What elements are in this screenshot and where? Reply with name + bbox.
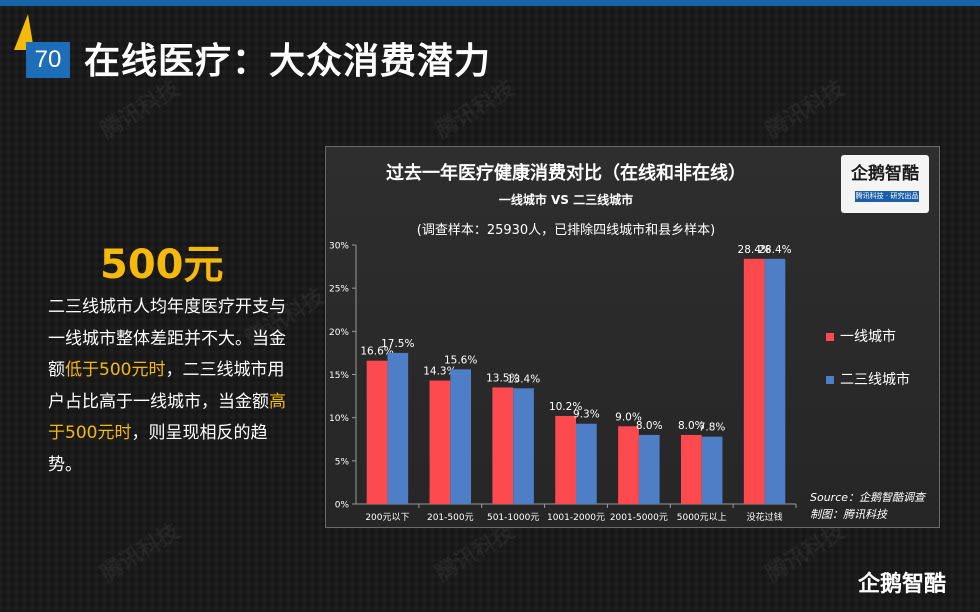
y-tick-label: 15% [329,371,349,381]
data-label: 8.0% [678,420,705,432]
x-tick-label: 5000元以上 [677,512,727,523]
bar [680,434,702,504]
data-label: 9.0% [615,411,642,423]
desc-part: ，二三线城市用户占比高于一线城市，当金额 [48,360,285,412]
bar [743,258,765,504]
data-label: 10.2% [549,401,582,413]
data-label: 15.6% [444,354,477,366]
y-tick-label: 5% [335,457,350,467]
bar [429,380,451,504]
desc-part: ，则呈现相反的趋势。 [48,423,268,475]
logo-tagline: 腾讯科技 · 研究出品 [855,191,919,202]
bar [701,436,723,504]
x-tick-label: 2001-5000元 [610,513,668,523]
data-label: 9.3% [573,409,600,421]
corner-brand-logo: 企鹅智酷 [858,572,947,597]
data-label: 13.4% [507,373,540,385]
bar [492,387,514,504]
data-label: 13.5% [486,372,519,384]
legend-item-tier1: 一线城市 [826,326,896,346]
chart-maker: 制图：腾讯科技 [810,508,887,521]
x-tick-label: 1001-2000元 [547,513,605,523]
bar [638,434,660,504]
data-label: 17.5% [381,338,414,350]
bar-chart: 0% 5% 10% 15% 20% 25% 30% 200元以下 16.6%17.5% 201-5… [329,242,797,523]
y-tick-label: 0% [335,501,350,511]
page-title: 在线医疗：大众消费潜力 [84,41,492,82]
y-tick-label: 10% [329,414,349,424]
y-tick-label: 25% [329,285,349,295]
chart-sample-note: (调查样本：25930人，已排除四线城市和县乡样本) [416,223,716,238]
legend-swatch-blue [826,376,834,384]
data-label: 16.6% [360,346,393,358]
data-label: 7.8% [699,422,726,434]
logo-name: 企鹅智酷 [851,164,919,184]
legend-label: 二三线城市 [840,372,910,388]
chart-source: Source：企鹅智酷调查 [810,491,926,504]
chart-panel: 过去一年医疗健康消费对比（在线和非在线） 一线城市 VS 二三线城市 (调查样本… [325,146,940,528]
y-tick-label: 30% [329,242,349,252]
x-tick-label: 200元以下 [365,513,409,523]
bar [450,369,472,504]
desc-highlight: 低于500元时 [65,360,166,380]
bar [576,423,597,504]
page-number: 70 [26,42,70,78]
top-accent-bar [0,0,980,6]
yellow-decoration [14,14,34,50]
chart-title: 过去一年医疗健康消费对比（在线和非在线） [386,163,746,184]
bar [387,352,409,504]
chart-subtitle: 一线城市 VS 二三线城市 [498,193,634,207]
legend-label: 一线城市 [840,329,896,345]
y-tick-label: 20% [329,328,349,338]
x-tick-label: 没花过钱 [747,511,783,523]
legend-swatch-red [826,333,834,341]
highlight-value: 500元 [100,242,224,288]
x-tick-label: 201-500元 [427,513,474,523]
data-label: 28.4% [738,244,771,256]
bar [555,415,576,504]
data-label: 8.0% [636,420,663,432]
legend-item-tier23: 二三线城市 [826,369,910,389]
desc-part: 二三线城市人均年度医疗开支与一线城市整体差距并不大。当金额 [48,297,286,380]
x-tick-label: 501-1000元 [487,513,539,523]
bar [618,426,639,504]
brand-logo-box: 企鹅智酷 腾讯科技 · 研究出品 [841,155,929,213]
watermark: 腾讯科技 [96,519,185,588]
watermark: 腾讯科技 [761,76,850,145]
bar [764,258,786,504]
data-label: 14.3% [423,366,456,378]
data-label: 28.4% [758,244,791,256]
bar [366,360,388,504]
description-text: 二三线城市人均年度医疗开支与一线城市整体差距并不大。当金额低于500元时，二三线… [48,292,298,481]
desc-highlight: 高于500元时 [48,391,286,444]
bar [513,388,534,504]
